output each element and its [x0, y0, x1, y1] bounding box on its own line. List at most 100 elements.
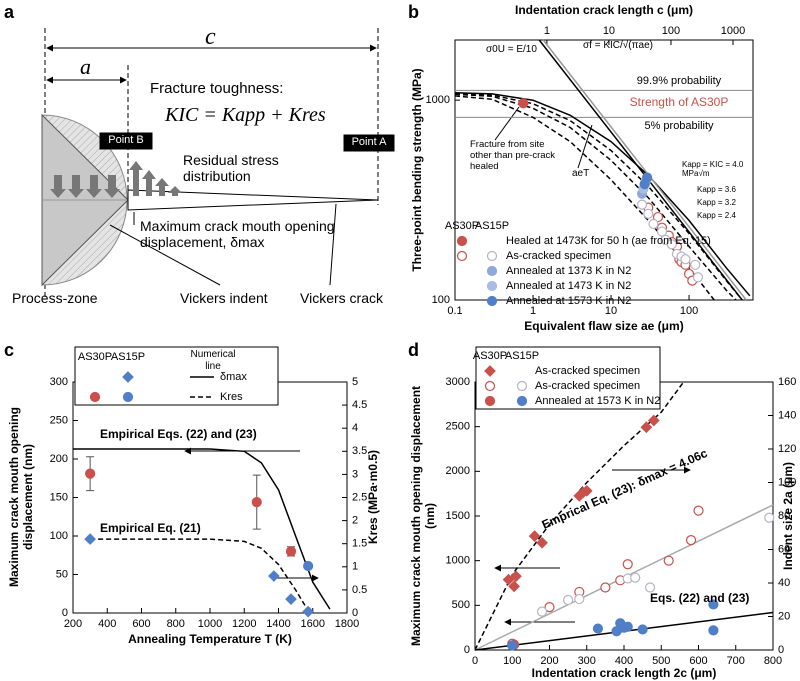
point — [285, 546, 297, 557]
band-label: Strength of AS30P — [629, 94, 729, 109]
point — [685, 535, 697, 546]
annotation: Eqs. (22) and (23) — [650, 591, 750, 605]
x-tick-label: 500 — [652, 655, 670, 667]
y-tick-label: 0 — [464, 644, 470, 656]
y-axis-label: Maximum crack mouth opening displacement… — [7, 406, 35, 588]
legend-marker — [516, 380, 528, 392]
point — [302, 605, 314, 618]
point — [622, 621, 633, 632]
x2-tick-label: 10 — [603, 25, 615, 37]
y-tick-label: 2500 — [446, 421, 470, 433]
x2-tick-label: 1000 — [721, 25, 745, 37]
legend-marker — [484, 380, 496, 392]
x2-tick-label: 1 — [544, 25, 550, 37]
point — [285, 593, 297, 605]
dimension-label: a — [80, 54, 91, 79]
legend-group: AS15P — [505, 350, 539, 362]
x-tick-label: 600 — [689, 655, 707, 667]
legend-group: AS30P — [445, 220, 479, 232]
y2-tick-label: 0 — [352, 607, 358, 619]
y2-tick-label: 4 — [352, 422, 358, 434]
point — [663, 555, 674, 566]
y-tick-label: 500 — [452, 599, 470, 611]
point — [637, 624, 648, 635]
point — [536, 606, 548, 617]
annotation: Kapp = 2.4 — [697, 211, 736, 220]
x-tick-label: 10 — [605, 305, 617, 317]
delta-label: Maximum crack mouth opening displacement… — [140, 218, 335, 251]
pointer — [577, 124, 593, 169]
y-axis-label: Maximum crack mouth opening displacement… — [409, 385, 437, 647]
x-axis-label: Equivalent flaw size ae (μm) — [524, 319, 684, 333]
pointer — [109, 224, 221, 286]
point — [647, 414, 660, 427]
point — [518, 98, 529, 109]
plot-frame — [474, 381, 774, 651]
y2-tick-label: 3 — [352, 468, 358, 480]
x-tick-label: 200 — [64, 618, 82, 630]
point — [656, 226, 668, 237]
y2-tick-label: 140 — [778, 409, 796, 421]
y2-tick-label: 160 — [778, 376, 796, 388]
point — [528, 530, 541, 542]
annotation: Empirical Eqs. (22) and (23) — [100, 427, 257, 441]
y2-tick-label: 4.5 — [352, 399, 367, 411]
x-tick-label: 400 — [98, 618, 116, 630]
legend-group: AS30P — [78, 351, 112, 363]
legend-marker — [486, 265, 498, 277]
y2-tick-label: 120 — [778, 443, 796, 455]
curve — [538, 39, 743, 301]
y2-tick-label: 1.5 — [352, 538, 367, 550]
y-tick-label: 50 — [56, 568, 68, 580]
legend-marker — [484, 365, 496, 377]
y2-tick-label: 100 — [778, 476, 796, 488]
point — [692, 272, 704, 283]
legend-marker — [486, 280, 498, 292]
legend-label: Annealed at 1473 K in N2 — [506, 280, 631, 292]
y-tick-label: 150 — [50, 491, 68, 503]
y2-tick-label: 40 — [778, 577, 790, 589]
x-tick-label: 700 — [727, 655, 745, 667]
x-tick-label: 300 — [578, 655, 596, 667]
y2-tick-label: 3.5 — [352, 445, 367, 457]
plot-frame — [454, 39, 754, 301]
compressive-arrows — [50, 175, 120, 198]
y2-tick-label: 80 — [778, 510, 790, 522]
residual-label: Residual stress distribution — [183, 152, 279, 185]
legend-marker — [486, 295, 498, 307]
y-tick-label: 3000 — [446, 376, 470, 388]
point — [574, 593, 585, 605]
y-tick-label: 100 — [432, 294, 450, 306]
legend-marker — [456, 250, 468, 262]
curve — [542, 39, 747, 301]
x-tick-label: 100 — [503, 655, 521, 667]
y-axis-label: Three-point bending strength (MPa) — [410, 68, 425, 272]
y2-tick-label: 20 — [778, 610, 790, 622]
x-tick-label: 0.1 — [447, 305, 462, 317]
legend-label: Annealed at 1573 K in N2 — [506, 295, 631, 307]
point — [644, 582, 656, 593]
legend-group: AS15P — [475, 220, 509, 232]
curve — [73, 448, 331, 610]
legend-marker — [516, 395, 528, 407]
crack-label: Vickers crack — [300, 290, 383, 306]
y-tick-label: 1000 — [426, 94, 450, 106]
point — [508, 580, 520, 593]
panel-label: d — [408, 340, 419, 360]
x-tick-label: 800 — [764, 655, 782, 667]
annotation: Empirical Eq. (21) — [100, 521, 201, 535]
legend-frame — [74, 346, 279, 406]
legend-label: Annealed at 1573 K in N2 — [535, 395, 660, 407]
legend-marker — [456, 235, 468, 247]
point-label: Point A — [351, 136, 387, 148]
y2-axis-label: Indent size 2a (μm) — [781, 461, 796, 571]
point — [622, 559, 633, 570]
point — [636, 199, 648, 210]
legend-label: Kres — [220, 391, 243, 403]
x-tick-label: 1000 — [198, 618, 222, 630]
y-tick-label: 1500 — [446, 510, 470, 522]
x-tick-label: 600 — [132, 618, 150, 630]
legend-label: As-cracked specimen — [535, 365, 640, 377]
point — [666, 239, 677, 250]
curve — [454, 93, 737, 301]
